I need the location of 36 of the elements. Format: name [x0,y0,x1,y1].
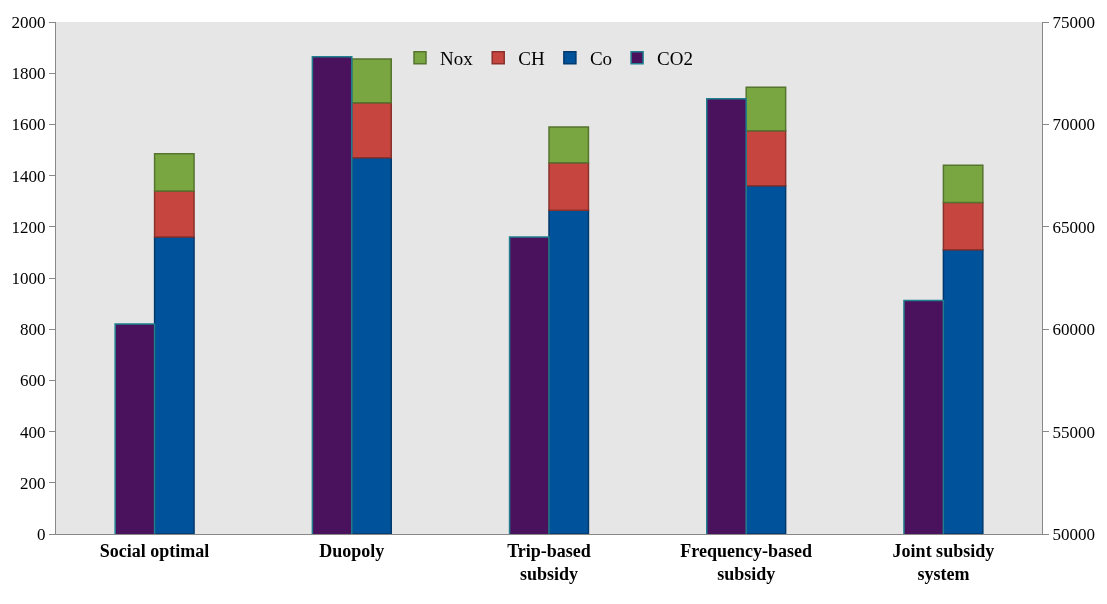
y2-tick-label: 55000 [1052,422,1095,442]
bar [351,58,392,104]
y-tick-label: 600 [20,371,46,391]
bar [942,164,984,204]
legend-label: Nox [440,48,474,70]
legend-label: CH [518,48,545,70]
y-tick-label: 1200 [11,217,46,237]
y2-tick-label: 70000 [1052,115,1095,135]
x-tick-label: Joint subsidy system [892,540,995,584]
bar [548,126,590,164]
y-tick-label: 1600 [11,115,46,135]
y-tick-label: 1400 [11,166,46,186]
bar [153,190,195,238]
y2-tick-label: 50000 [1052,524,1095,544]
y-tick-label: 2000 [11,12,46,32]
y-tick-label: 800 [20,320,46,340]
x-tick-label: Duopoly [319,540,385,561]
y2-tick-label: 60000 [1052,320,1095,340]
legend-label: CO2 [657,48,693,70]
y2-tick-label: 65000 [1052,217,1095,237]
bar [548,162,590,211]
y-tick-label: 0 [37,524,46,544]
bar [745,86,787,132]
bar [942,201,984,251]
y-tick-label: 1800 [11,64,46,84]
y-tick-label: 400 [20,422,46,442]
bar [351,101,392,159]
bar [745,130,787,187]
legend-label: Co [589,48,613,70]
y-tick-label: 1000 [11,268,46,288]
x-tick-label: Social optimal [99,540,210,561]
bar [153,153,195,192]
x-tick-label: Frequency-based subsidy [680,540,813,584]
y2-tick-label: 75000 [1052,12,1095,32]
y-tick-label: 200 [20,473,46,493]
x-tick-label: Trip-based subsidy [507,540,591,584]
